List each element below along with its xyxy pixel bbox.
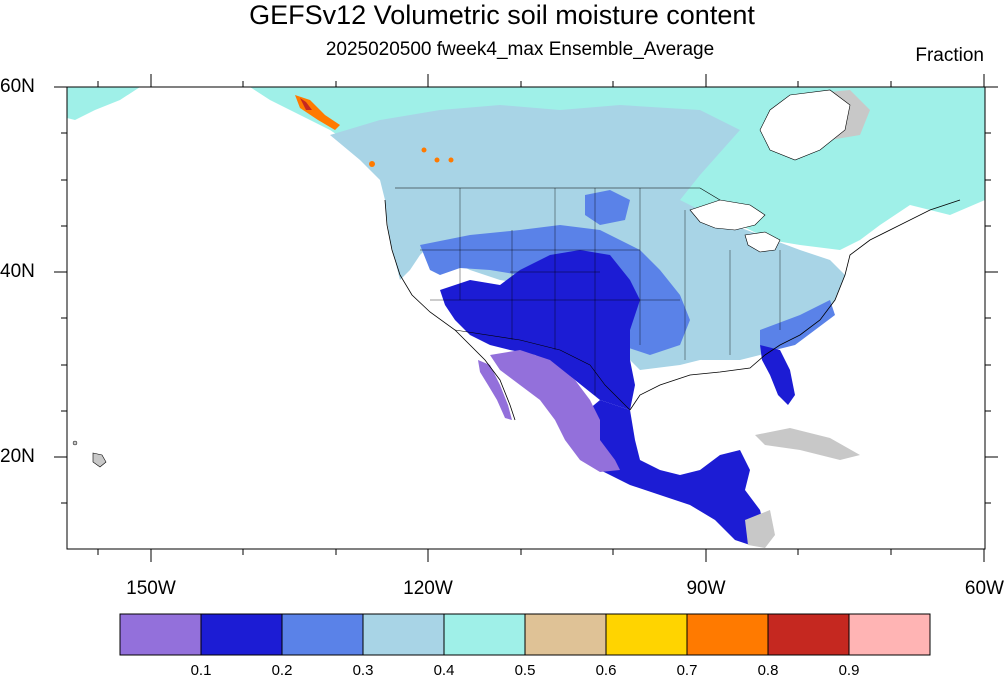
colorbar-label-7: 0.8: [757, 662, 779, 679]
lon-label-150w: 150W: [126, 578, 176, 599]
colorbar-label-8: 0.9: [838, 662, 860, 679]
land-florida: [760, 345, 795, 405]
hotspot-alaska-red: [300, 98, 312, 110]
hotspot-bc-3: [434, 157, 440, 163]
hotspot-bc-4: [448, 157, 454, 163]
hudson-bay: [759, 89, 851, 161]
land-medblue-northdakota: [585, 190, 630, 225]
colorbar-box-9: [848, 613, 931, 656]
units-label: Fraction: [915, 45, 984, 66]
lat-ticks: [54, 86, 998, 504]
lat-label-20n: 20N: [0, 446, 35, 467]
lon-label-60w: 60W: [964, 578, 1004, 599]
colorbar-box-5: [524, 613, 607, 656]
coastline-gulf: [629, 199, 961, 411]
colorbar-box-0: [119, 613, 202, 656]
map-title: GEFSv12 Volumetric soil moisture content: [249, 0, 755, 30]
colorbar-box-8: [767, 613, 850, 656]
land-purple-mexico: [490, 350, 620, 472]
state-borders: [420, 188, 781, 395]
missing-centralamerica-fringe: [745, 510, 775, 548]
land-westcoast-region: [385, 195, 430, 280]
colorbar-box-7: [686, 613, 769, 656]
hotspot-bc-2: [421, 147, 427, 153]
land-purple-bajacalifornia: [478, 360, 512, 420]
colorbar: [119, 613, 931, 656]
colorbar-label-2: 0.3: [352, 662, 374, 679]
colorbar-label-4: 0.5: [514, 662, 536, 679]
missing-cuba: [755, 428, 860, 460]
map-content: [67, 87, 985, 549]
coastline-west: [384, 199, 516, 421]
border-us-mexico: [454, 329, 631, 411]
land-hawaii-island: [72, 440, 78, 446]
lon-ticks: [97, 74, 985, 562]
lat-label-40n: 40N: [0, 261, 35, 282]
lat-label-60n: 60N: [0, 76, 35, 97]
colorbar-label-3: 0.4: [433, 662, 455, 679]
lon-label-90w: 90W: [686, 578, 726, 599]
land-hawaii: [92, 452, 107, 468]
map-subtitle: 2025020500 fweek4_max Ensemble_Average: [325, 39, 715, 60]
colorbar-label-1: 0.2: [271, 662, 293, 679]
lon-label-120w: 120W: [403, 578, 453, 599]
colorbar-box-6: [605, 613, 688, 656]
colorbar-box-4: [443, 613, 526, 656]
border-us-canada: [395, 187, 721, 201]
great-lakes: [689, 199, 781, 253]
land-darkblue-southwest: [440, 250, 640, 410]
land-darkblue-gulf: [570, 400, 765, 545]
land-alaska-corner: [67, 87, 140, 120]
hotspot-bc-1: [369, 161, 375, 167]
land-medblue-southeast: [760, 300, 835, 350]
colorbar-box-2: [281, 613, 364, 656]
colorbar-label-5: 0.6: [595, 662, 617, 679]
colorbar-box-3: [362, 613, 445, 656]
colorbar-box-1: [200, 613, 283, 656]
colorbar-label-0: 0.1: [190, 662, 212, 679]
colorbar-label-6: 0.7: [676, 662, 698, 679]
